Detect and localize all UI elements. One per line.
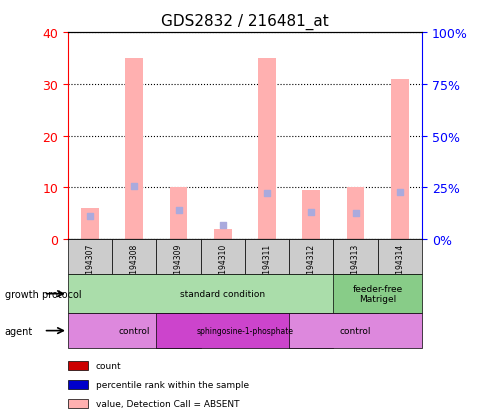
- Bar: [346, 188, 363, 240]
- Text: agent: agent: [5, 326, 33, 336]
- FancyBboxPatch shape: [68, 313, 200, 349]
- Text: growth protocol: growth protocol: [5, 289, 81, 299]
- Bar: [68, 380, 88, 389]
- FancyBboxPatch shape: [112, 240, 156, 275]
- Text: control: control: [339, 326, 371, 335]
- FancyBboxPatch shape: [68, 240, 112, 275]
- Point: [174, 207, 182, 214]
- Title: GDS2832 / 216481_at: GDS2832 / 216481_at: [161, 14, 328, 30]
- Bar: [68, 399, 88, 408]
- Point: [130, 183, 138, 190]
- Text: feeder-free
Matrigel: feeder-free Matrigel: [352, 284, 402, 304]
- Bar: [302, 190, 319, 240]
- Point: [218, 222, 226, 228]
- Text: count: count: [95, 361, 121, 370]
- Point: [86, 214, 94, 220]
- Point: [307, 209, 315, 216]
- FancyBboxPatch shape: [377, 240, 421, 275]
- Text: percentile rank within the sample: percentile rank within the sample: [95, 380, 248, 389]
- Text: GSM194313: GSM194313: [350, 243, 359, 289]
- Text: standard condition: standard condition: [180, 290, 265, 299]
- FancyBboxPatch shape: [333, 240, 377, 275]
- Point: [351, 211, 359, 217]
- Point: [263, 190, 271, 197]
- FancyBboxPatch shape: [333, 275, 421, 313]
- FancyBboxPatch shape: [156, 313, 333, 349]
- Point: [395, 189, 403, 195]
- Bar: [213, 229, 231, 240]
- Bar: [68, 361, 88, 370]
- Text: GSM194308: GSM194308: [130, 243, 138, 289]
- FancyBboxPatch shape: [244, 240, 288, 275]
- Bar: [81, 209, 99, 240]
- Text: GSM194307: GSM194307: [85, 243, 94, 290]
- Text: control: control: [118, 326, 150, 335]
- Text: sphingosine-1-phosphate: sphingosine-1-phosphate: [196, 326, 293, 335]
- Text: GSM194310: GSM194310: [218, 243, 227, 289]
- Bar: [125, 59, 143, 240]
- FancyBboxPatch shape: [288, 313, 421, 349]
- FancyBboxPatch shape: [288, 240, 333, 275]
- Bar: [390, 79, 408, 240]
- Text: GSM194311: GSM194311: [262, 243, 271, 289]
- Bar: [169, 188, 187, 240]
- FancyBboxPatch shape: [200, 240, 244, 275]
- Text: value, Detection Call = ABSENT: value, Detection Call = ABSENT: [95, 399, 239, 408]
- Text: GSM194312: GSM194312: [306, 243, 315, 289]
- Bar: [257, 59, 275, 240]
- Text: GSM194309: GSM194309: [174, 243, 182, 290]
- Text: GSM194314: GSM194314: [394, 243, 404, 289]
- FancyBboxPatch shape: [156, 240, 200, 275]
- FancyBboxPatch shape: [68, 275, 377, 313]
